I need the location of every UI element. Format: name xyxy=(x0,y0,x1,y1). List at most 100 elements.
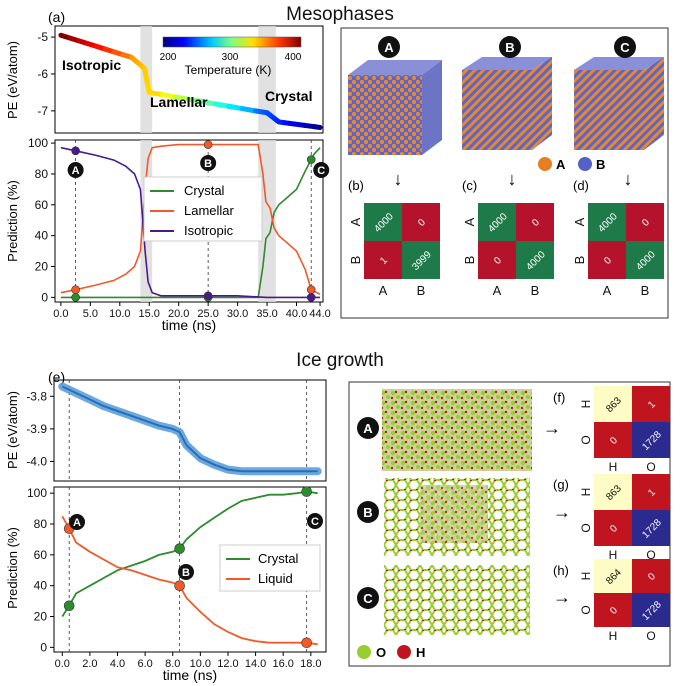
x-tick-label: 10.0 xyxy=(109,308,130,320)
row-label: B xyxy=(572,256,587,265)
y-tick-label: -5 xyxy=(37,30,48,44)
confusion-cell xyxy=(516,241,554,279)
snapshot-marker-label: C xyxy=(317,165,325,177)
confusion-cell xyxy=(632,386,670,422)
panel-label-d: (d) xyxy=(573,178,589,193)
row-label: A xyxy=(572,217,587,226)
hydrogen-swatch xyxy=(397,645,411,659)
colorbar xyxy=(162,36,302,48)
ice-structure-c xyxy=(384,565,530,635)
col-label: O xyxy=(646,460,655,474)
confusion-cell xyxy=(588,241,626,279)
phase-label-isotropic: Isotropic xyxy=(62,57,121,73)
x-tick-label: 20.0 xyxy=(168,308,189,320)
structure-marker-b: B xyxy=(499,36,521,58)
pe-line xyxy=(61,385,318,473)
x-tick-label: 0.0 xyxy=(55,658,70,670)
legend-label-liquid: Liquid xyxy=(258,571,293,586)
x-tick-label: 25.0 xyxy=(197,308,218,320)
right-arrow: → xyxy=(553,587,571,607)
row-label: O xyxy=(579,523,593,532)
row-label: B xyxy=(348,256,363,265)
ice-structures-panel: A B C → → → (f) (g) (h) O H 863 10 1728HOH… xyxy=(348,381,671,667)
structure-cube-c xyxy=(574,57,664,150)
col-label: H xyxy=(609,629,618,643)
panel-label-g: (g) xyxy=(553,477,569,492)
row-label: A xyxy=(462,217,477,226)
panel-border xyxy=(340,27,669,319)
legend-label-crystal: Crystal xyxy=(184,183,225,198)
snapshot-point xyxy=(63,600,75,612)
snapshot-point xyxy=(301,637,312,649)
plot-frame xyxy=(54,139,324,303)
ice-structure-a xyxy=(382,389,532,471)
confusion-cell xyxy=(594,474,632,510)
snapshot-marker-label: A xyxy=(73,517,81,529)
y-tick-label: -7 xyxy=(37,104,48,118)
y-axis-label: Prediction (%) xyxy=(5,527,20,609)
snapshot-point xyxy=(174,580,185,591)
confusion-cell xyxy=(516,203,554,241)
legend-label-crystal: Crystal xyxy=(258,551,299,566)
snapshot-marker-c xyxy=(313,162,330,178)
row-label: B xyxy=(462,256,477,265)
species-b-label: B xyxy=(596,157,605,172)
svg-text:C: C xyxy=(620,40,630,55)
ice-marker-c: C xyxy=(357,587,379,609)
snapshot-marker-label: B xyxy=(204,158,212,170)
mesophase-structures-panel: A B C A B ↓ ↓ ↓ (b) (c) (d) 4000 01 3999AB… xyxy=(340,27,669,319)
confusion-cell xyxy=(402,241,440,279)
svg-text:A: A xyxy=(384,40,394,55)
row-label: H xyxy=(579,400,593,409)
y-tick-label: 60 xyxy=(35,198,49,212)
confusion-cell xyxy=(632,474,670,510)
snapshot-marker-label: B xyxy=(182,567,190,579)
ice-marker-b: B xyxy=(357,501,379,523)
confusion-cell xyxy=(594,422,632,458)
confusion-cell xyxy=(632,510,670,546)
col-label: B xyxy=(641,283,650,298)
x-tick-label: 12.0 xyxy=(217,658,238,670)
row-label: O xyxy=(579,435,593,444)
transition-band xyxy=(258,26,276,133)
confusion-cell xyxy=(594,386,632,422)
confusion-cell xyxy=(632,593,670,627)
panel-label-a: (a) xyxy=(48,9,65,25)
panel-label-f: (f) xyxy=(553,390,565,405)
x-tick-label: 16.0 xyxy=(272,658,293,670)
y-axis-label: Prediction (%) xyxy=(5,180,20,262)
col-label: O xyxy=(646,548,655,562)
structure-marker-a: A xyxy=(378,36,400,58)
species-a-label: A xyxy=(556,157,566,172)
x-tick-label: 35.0 xyxy=(256,308,277,320)
confusion-cell xyxy=(632,422,670,458)
y-tick-label: 80 xyxy=(35,167,49,181)
colorbar-tick: 400 xyxy=(285,52,302,63)
colorbar-tick: 300 xyxy=(222,52,239,63)
y-tick-label: -3.8 xyxy=(26,389,47,403)
snapshot-point xyxy=(71,293,80,302)
x-tick-label: 6.0 xyxy=(137,658,152,670)
ice-growth-title: Ice growth xyxy=(296,350,384,371)
x-tick-label: 8.0 xyxy=(165,658,180,670)
confusion-cell xyxy=(588,203,626,241)
y-tick-label: -3.9 xyxy=(26,422,47,436)
row-label: H xyxy=(579,572,593,581)
y-tick-label: 100 xyxy=(27,486,47,500)
confusion-cell xyxy=(626,241,664,279)
chart-e-pred: A B C 0 20 40 60 80 100 0.0 2.0 4.0 6.0 8.0 10.0 12.0 14… xyxy=(5,486,327,683)
x-tick-label: 4.0 xyxy=(110,658,125,670)
y-tick-label: 80 xyxy=(34,517,48,531)
y-tick-label: 40 xyxy=(34,579,48,593)
snapshot-marker-a xyxy=(69,514,85,530)
confusion-cell xyxy=(594,593,632,627)
x-tick-label: 2.0 xyxy=(82,658,97,670)
col-label: O xyxy=(646,629,655,643)
ice-marker-a: A xyxy=(357,417,379,439)
chart-e-pe: -3.8 -3.9 -4.0 PE (eV/atom) xyxy=(5,379,327,482)
species-a-swatch xyxy=(538,157,552,171)
colorbar-tick: 200 xyxy=(160,52,177,63)
phase-label-lamellar: Lamellar xyxy=(150,94,208,110)
panel-label-c: (c) xyxy=(462,178,477,193)
legend-label-isotropic: Isotropic xyxy=(184,223,234,238)
